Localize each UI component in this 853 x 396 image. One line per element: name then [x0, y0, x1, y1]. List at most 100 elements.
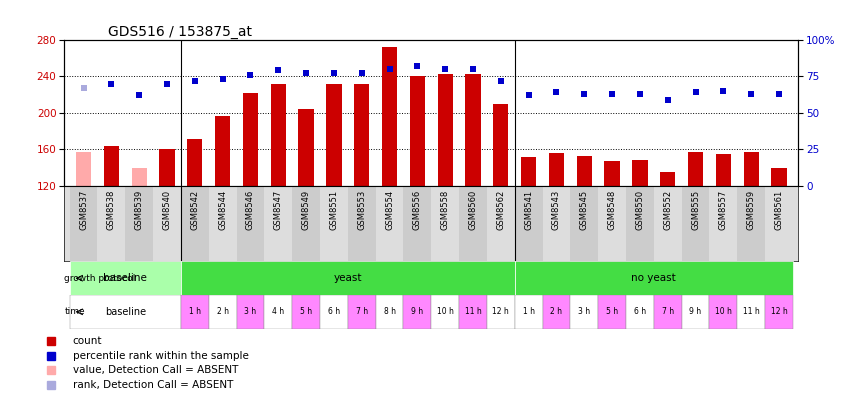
Text: GSM8550: GSM8550	[635, 190, 644, 230]
Bar	[764, 295, 792, 329]
Text: baseline: baseline	[103, 273, 147, 283]
Text: GSM8539: GSM8539	[135, 190, 143, 230]
Text: GSM8546: GSM8546	[246, 190, 255, 230]
Bar	[631, 160, 647, 186]
Text: value, Detection Call = ABSENT: value, Detection Call = ABSENT	[73, 366, 238, 375]
Text: GSM8553: GSM8553	[357, 190, 366, 230]
Bar	[125, 186, 153, 261]
Bar	[514, 186, 542, 261]
Bar	[236, 295, 264, 329]
Bar	[486, 295, 514, 329]
Text: GSM8561: GSM8561	[774, 190, 782, 230]
Text: GSM8543: GSM8543	[551, 190, 560, 230]
Bar	[659, 172, 675, 186]
Text: GSM8560: GSM8560	[468, 190, 477, 230]
Bar	[320, 295, 347, 329]
Text: GSM8547: GSM8547	[274, 190, 282, 230]
Bar	[570, 186, 597, 261]
Text: 9 h: 9 h	[688, 307, 701, 316]
Bar	[459, 295, 486, 329]
Bar	[242, 93, 258, 186]
Bar	[347, 295, 375, 329]
Bar	[431, 186, 459, 261]
Bar	[604, 162, 619, 186]
Bar	[576, 156, 591, 186]
Bar	[431, 295, 459, 329]
Text: 2 h: 2 h	[550, 307, 562, 316]
Bar	[459, 186, 486, 261]
Bar	[709, 186, 736, 261]
Text: GSM8559: GSM8559	[746, 190, 755, 230]
Bar	[181, 295, 208, 329]
Bar	[236, 186, 264, 261]
Text: GSM8540: GSM8540	[162, 190, 171, 230]
Bar	[347, 186, 375, 261]
Bar	[514, 261, 792, 295]
Bar	[70, 186, 97, 261]
Text: GSM8549: GSM8549	[301, 190, 310, 230]
Text: 11 h: 11 h	[464, 307, 481, 316]
Text: 10 h: 10 h	[714, 307, 731, 316]
Bar	[465, 74, 480, 186]
Text: 1 h: 1 h	[189, 307, 200, 316]
Bar	[625, 295, 653, 329]
Bar	[208, 295, 236, 329]
Text: 11 h: 11 h	[742, 307, 758, 316]
Text: GDS516 / 153875_at: GDS516 / 153875_at	[108, 25, 252, 38]
Bar	[653, 295, 681, 329]
Text: GSM8555: GSM8555	[690, 190, 699, 230]
Bar	[70, 295, 181, 329]
Bar	[486, 186, 514, 261]
Bar	[709, 295, 736, 329]
Text: 10 h: 10 h	[436, 307, 453, 316]
Bar	[76, 152, 91, 186]
Text: 5 h: 5 h	[299, 307, 312, 316]
Bar	[264, 295, 292, 329]
Text: count: count	[73, 336, 102, 346]
Bar	[625, 186, 653, 261]
Text: GSM8541: GSM8541	[524, 190, 532, 230]
Bar	[542, 186, 570, 261]
Text: GSM8552: GSM8552	[663, 190, 671, 230]
Text: 6 h: 6 h	[633, 307, 645, 316]
Text: 12 h: 12 h	[492, 307, 508, 316]
Bar	[542, 295, 570, 329]
Bar	[270, 84, 286, 186]
Bar	[187, 139, 202, 186]
Bar	[292, 186, 320, 261]
Bar	[215, 116, 230, 186]
Text: 9 h: 9 h	[411, 307, 423, 316]
Bar	[681, 295, 709, 329]
Bar	[160, 149, 174, 186]
Bar	[514, 295, 542, 329]
Text: 6 h: 6 h	[328, 307, 339, 316]
Bar	[548, 153, 564, 186]
Bar	[597, 186, 625, 261]
Bar	[409, 76, 425, 186]
Bar	[736, 186, 764, 261]
Text: GSM8545: GSM8545	[579, 190, 588, 230]
Bar	[375, 186, 403, 261]
Bar	[70, 261, 181, 295]
Text: 12 h: 12 h	[769, 307, 786, 316]
Text: 7 h: 7 h	[661, 307, 673, 316]
Bar	[153, 186, 181, 261]
Text: no yeast: no yeast	[630, 273, 676, 283]
Bar	[208, 186, 236, 261]
Bar	[354, 84, 369, 186]
Bar	[181, 261, 514, 295]
Bar	[298, 109, 313, 186]
Bar	[681, 186, 709, 261]
Bar	[320, 186, 347, 261]
Text: GSM8556: GSM8556	[412, 190, 421, 230]
Bar	[181, 186, 208, 261]
Bar	[264, 186, 292, 261]
Bar	[688, 152, 702, 186]
Text: 1 h: 1 h	[522, 307, 534, 316]
Text: growth protocol: growth protocol	[64, 274, 136, 283]
Text: 3 h: 3 h	[577, 307, 589, 316]
Text: GSM8537: GSM8537	[79, 190, 88, 230]
Bar	[736, 295, 764, 329]
Text: 8 h: 8 h	[383, 307, 395, 316]
Bar	[764, 186, 792, 261]
